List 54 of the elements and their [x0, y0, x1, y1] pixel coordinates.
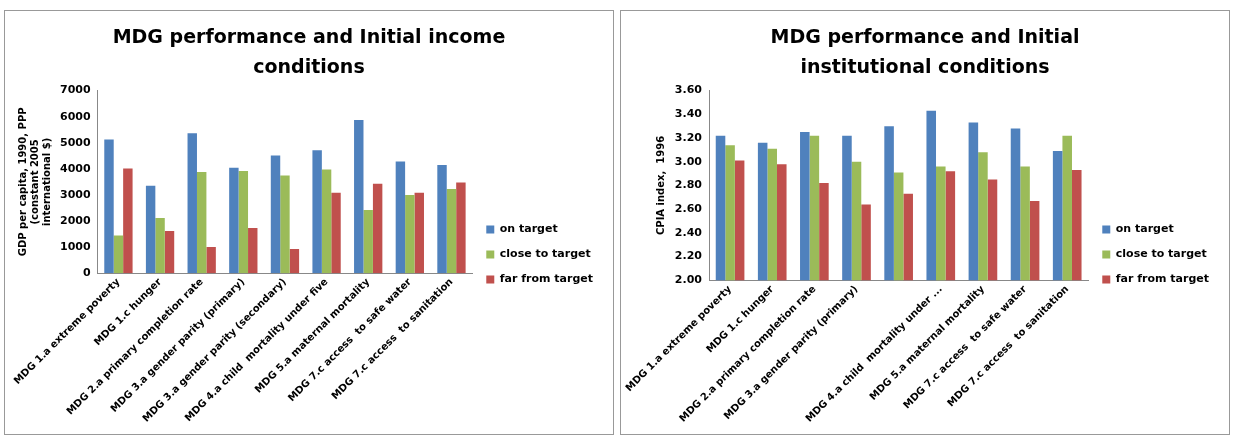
- y-tick-label: 6000: [59, 109, 91, 123]
- bar: [155, 218, 165, 274]
- y-tick-label: 5000: [59, 135, 91, 149]
- bar: [405, 194, 415, 274]
- y-tick-label: 2.20: [674, 249, 703, 263]
- y-tick-label: 1000: [59, 239, 91, 253]
- y-axis-title: GDP per capita, 1990, PPP (constant 2005 international $): [16, 107, 52, 257]
- bar: [187, 133, 197, 274]
- bar: [206, 247, 216, 274]
- legend-label: far from target: [1115, 272, 1210, 286]
- legend-label: far from target: [499, 272, 594, 286]
- y-tick-label: 2.80: [674, 178, 703, 192]
- legend-label: on target: [1115, 222, 1174, 236]
- bar: [123, 168, 133, 274]
- chart-title: MDG performance and Initial institutional conditions: [769, 24, 1081, 79]
- y-tick-label: 2.60: [674, 202, 703, 216]
- bar: [437, 164, 447, 274]
- bar: [312, 150, 322, 274]
- bar: [331, 192, 341, 274]
- bar: [270, 155, 281, 274]
- y-tick-label: 2000: [59, 213, 91, 227]
- bar: [248, 228, 258, 274]
- y-axis-title: CPIA index, 1996: [655, 135, 667, 236]
- y-tick-label: 2.40: [674, 225, 703, 239]
- bar: [321, 169, 332, 274]
- bar: [145, 185, 156, 274]
- legend-label: close to target: [499, 247, 591, 261]
- bar: [164, 230, 175, 274]
- y-tick-label: 3.60: [674, 83, 703, 97]
- bar: [414, 192, 424, 274]
- bar: [289, 248, 300, 274]
- bar: [456, 182, 466, 274]
- y-tick-label: 0: [82, 265, 91, 279]
- legend-label: close to target: [1115, 247, 1207, 261]
- y-tick-label: 3000: [59, 187, 91, 201]
- bar: [113, 235, 124, 274]
- y-tick-label: 3.20: [674, 130, 703, 144]
- legend-label: on target: [499, 222, 558, 236]
- bar: [395, 161, 406, 274]
- y-tick-label: 2.00: [674, 273, 703, 287]
- bar: [238, 170, 249, 274]
- chart-title: MDG performance and Initial income conditions: [111, 24, 507, 79]
- bar: [196, 171, 207, 274]
- y-tick-label: 4000: [59, 161, 91, 175]
- bar: [363, 210, 373, 274]
- bar: [229, 167, 239, 274]
- bar: [354, 120, 364, 274]
- y-tick-label: 3.00: [674, 154, 703, 168]
- bar: [280, 175, 290, 274]
- bar: [372, 183, 383, 274]
- bar: [446, 188, 457, 274]
- bar: [104, 139, 114, 274]
- y-tick-label: 7000: [59, 83, 91, 97]
- y-tick-label: 3.40: [674, 107, 703, 121]
